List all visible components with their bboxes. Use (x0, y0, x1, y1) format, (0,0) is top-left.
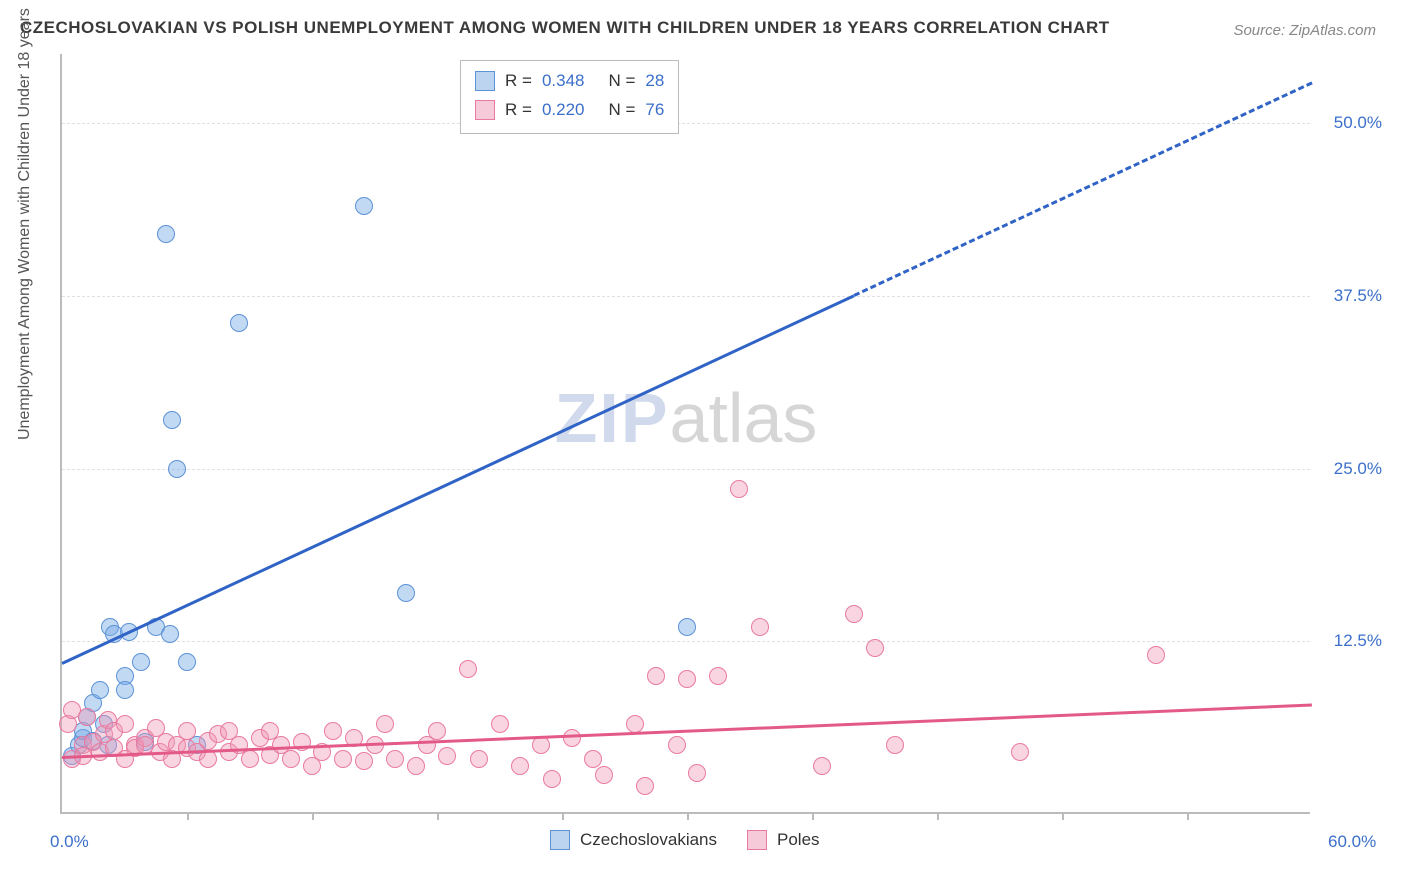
data-point (813, 757, 831, 775)
data-point (668, 736, 686, 754)
data-point (397, 584, 415, 602)
stat-n-value: 28 (645, 67, 664, 96)
chart-title: CZECHOSLOVAKIAN VS POLISH UNEMPLOYMENT A… (20, 18, 1110, 38)
y-tick-label: 25.0% (1334, 459, 1382, 479)
data-point (161, 625, 179, 643)
stat-r-label: R = (505, 96, 532, 125)
gridline (62, 296, 1310, 297)
stats-row: R = 0.220 N = 76 (475, 96, 664, 125)
x-tick (812, 812, 814, 820)
x-tick (687, 812, 689, 820)
data-point (132, 653, 150, 671)
data-point (845, 605, 863, 623)
source-label: Source: ZipAtlas.com (1233, 22, 1376, 39)
data-point (491, 715, 509, 733)
stat-r-value: 0.348 (542, 67, 585, 96)
data-point (376, 715, 394, 733)
x-tick (437, 812, 439, 820)
data-point (230, 314, 248, 332)
data-point (678, 670, 696, 688)
x-max-label: 60.0% (1328, 832, 1376, 852)
data-point (116, 715, 134, 733)
data-point (459, 660, 477, 678)
data-point (470, 750, 488, 768)
watermark-atlas: atlas (670, 379, 818, 457)
legend-label: Poles (777, 830, 820, 850)
data-point (626, 715, 644, 733)
data-point (116, 681, 134, 699)
data-point (709, 667, 727, 685)
data-point (78, 708, 96, 726)
stat-r-label: R = (505, 67, 532, 96)
legend-swatch (747, 830, 767, 850)
series-legend: Czechoslovakians Poles (550, 830, 820, 850)
stat-r-value: 0.220 (542, 96, 585, 125)
data-point (543, 770, 561, 788)
data-point (866, 639, 884, 657)
stat-n-label: N = (608, 67, 635, 96)
data-point (334, 750, 352, 768)
correlation-stats-box: R = 0.348 N = 28 R = 0.220 N = 76 (460, 60, 679, 134)
data-point (386, 750, 404, 768)
data-point (178, 722, 196, 740)
gridline (62, 123, 1310, 124)
stat-n-value: 76 (645, 96, 664, 125)
data-point (584, 750, 602, 768)
data-point (563, 729, 581, 747)
legend-label: Czechoslovakians (580, 830, 717, 850)
data-point (636, 777, 654, 795)
legend-swatch (475, 100, 495, 120)
data-point (157, 225, 175, 243)
data-point (730, 480, 748, 498)
data-point (678, 618, 696, 636)
y-axis-label: Unemployment Among Women with Children U… (16, 8, 34, 440)
data-point (688, 764, 706, 782)
data-point (438, 747, 456, 765)
data-point (355, 197, 373, 215)
gridline (62, 469, 1310, 470)
data-point (282, 750, 300, 768)
x-tick (187, 812, 189, 820)
x-tick (937, 812, 939, 820)
legend-item: Czechoslovakians (550, 830, 717, 850)
x-min-label: 0.0% (50, 832, 89, 852)
scatter-plot-area: ZIPatlas 12.5%25.0%37.5%50.0% (60, 54, 1310, 814)
data-point (407, 757, 425, 775)
gridline (62, 641, 1310, 642)
data-point (324, 722, 342, 740)
trend-line (853, 82, 1313, 298)
legend-swatch (475, 71, 495, 91)
data-point (428, 722, 446, 740)
data-point (178, 653, 196, 671)
x-tick (1062, 812, 1064, 820)
x-tick (562, 812, 564, 820)
data-point (511, 757, 529, 775)
data-point (163, 411, 181, 429)
data-point (168, 460, 186, 478)
y-tick-label: 37.5% (1334, 286, 1382, 306)
legend-swatch (550, 830, 570, 850)
data-point (1011, 743, 1029, 761)
data-point (647, 667, 665, 685)
data-point (751, 618, 769, 636)
data-point (241, 750, 259, 768)
stats-row: R = 0.348 N = 28 (475, 67, 664, 96)
y-tick-label: 12.5% (1334, 631, 1382, 651)
stat-n-label: N = (608, 96, 635, 125)
data-point (886, 736, 904, 754)
data-point (355, 752, 373, 770)
x-tick (312, 812, 314, 820)
legend-item: Poles (747, 830, 820, 850)
data-point (1147, 646, 1165, 664)
y-tick-label: 50.0% (1334, 113, 1382, 133)
trend-line (62, 703, 1312, 759)
data-point (91, 681, 109, 699)
x-tick (1187, 812, 1189, 820)
data-point (595, 766, 613, 784)
